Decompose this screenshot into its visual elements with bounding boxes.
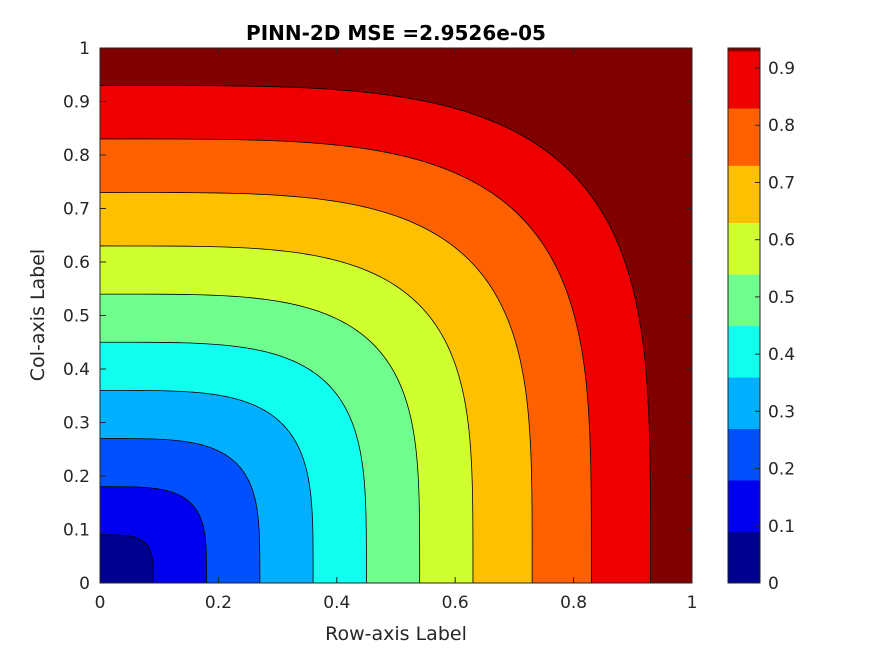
colorbar-tick-label: 0.4	[768, 345, 795, 365]
colorbar-tick-label: 0	[768, 574, 779, 594]
y-tick-label: 0	[79, 574, 90, 594]
x-tick-label: 0.4	[323, 593, 350, 613]
colorbar-segment-0	[728, 531, 760, 584]
y-tick-label: 0.8	[63, 146, 90, 166]
colorbar-segment-7	[728, 165, 760, 224]
colorbar-segment-2	[728, 428, 760, 481]
y-axis: 0 0.1 0.2 0.3 0.4 0.5 0.6 0.7 0.8 0.9 1	[63, 39, 692, 594]
colorbar-tick-label: 0.1	[768, 517, 795, 537]
x-tick-label: 0.2	[205, 593, 232, 613]
chart-title: PINN-2D MSE =2.9526e-05	[246, 21, 546, 45]
y-tick-label: 0.7	[63, 200, 90, 220]
colorbar-tick-label: 0.6	[768, 231, 795, 251]
x-tick-label: 0	[95, 593, 106, 613]
y-tick-label: 0.4	[63, 360, 90, 380]
plot-area	[100, 48, 692, 583]
colorbar-tick-label: 0.7	[768, 173, 795, 193]
y-tick-label: 1	[79, 39, 90, 59]
colorbar-tick-label: 0.2	[768, 460, 795, 480]
colorbar	[728, 48, 760, 584]
x-axis: 0 0.2 0.4 0.6 0.8 1	[95, 48, 698, 613]
colorbar-segment-3	[728, 377, 760, 430]
colorbar-ticks: 0 0.1 0.2 0.3 0.4 0.5 0.6 0.7 0.8 0.9	[755, 59, 795, 594]
colorbar-tick-label: 0.3	[768, 402, 795, 422]
colorbar-frame	[727, 47, 761, 584]
colorbar-segment-4	[728, 325, 760, 378]
x-tick-label: 0.8	[560, 593, 587, 613]
colorbar-segment-8	[728, 108, 760, 166]
contour-band-0	[100, 534, 154, 583]
x-axis-label: Row-axis Label	[325, 623, 467, 645]
y-tick-label: 0.3	[63, 414, 90, 434]
colorbar-segment-10	[728, 48, 760, 52]
x-tick-label: 1	[687, 593, 698, 613]
colorbar-segment-1	[728, 480, 760, 533]
colorbar-segment-5	[728, 274, 760, 327]
colorbar-tick-label: 0.9	[768, 59, 795, 79]
y-tick-label: 0.9	[63, 93, 90, 113]
colorbar-segment-6	[728, 222, 760, 275]
colorbar-segment-9	[728, 50, 760, 109]
x-tick-label: 0.6	[442, 593, 469, 613]
y-tick-label: 0.1	[63, 521, 90, 541]
colorbar-tick-label: 0.8	[768, 116, 795, 136]
y-axis-label: Col-axis Label	[27, 249, 49, 381]
y-tick-label: 0.2	[63, 467, 90, 487]
y-tick-label: 0.5	[63, 307, 90, 327]
y-tick-label: 0.6	[63, 253, 90, 273]
colorbar-tick-label: 0.5	[768, 288, 795, 308]
